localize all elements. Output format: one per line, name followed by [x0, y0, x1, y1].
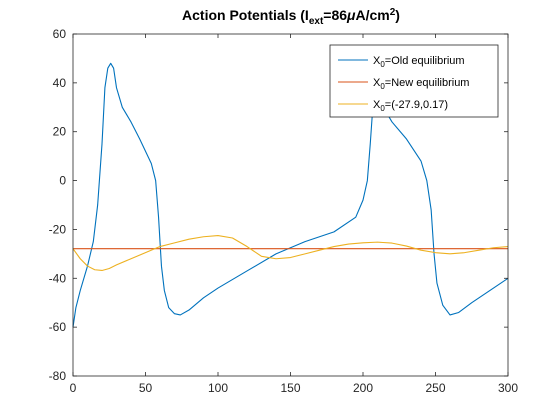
series-line-1: [72, 62, 509, 328]
ticks-layer: 0 50 100 150 200 250 300 -80 -60 -40 -20 0 20 40 60: [49, 27, 519, 395]
chart-title: Action Potentials (Iext=86μA/cm2): [182, 7, 400, 27]
y-tick-label: -80: [49, 369, 67, 383]
y-tick-label: 20: [53, 125, 67, 139]
y-tick-label: 0: [59, 174, 66, 188]
y-tick-label: -40: [49, 271, 67, 285]
x-tick-label: 0: [70, 381, 77, 395]
legend-label-2: X0=New equilibrium: [373, 77, 469, 91]
x-tick-label: 200: [353, 381, 373, 395]
y-tick-label: 40: [53, 76, 67, 90]
y-tick-label: 60: [53, 27, 67, 41]
x-tick-label: 250: [425, 381, 445, 395]
legend-label-1: X0=Old equilibrium: [373, 55, 465, 69]
y-tick-label: -20: [49, 222, 67, 236]
series-layer: [72, 62, 509, 328]
x-tick-label: 100: [208, 381, 228, 395]
y-tick-label: -60: [49, 320, 67, 334]
legend: X0=Old equilibrium X0=New equilibrium X0=(…: [329, 44, 499, 118]
series-line-3: [72, 234, 509, 272]
legend-label-3: X0=(-27.9,0.17): [373, 99, 448, 113]
x-tick-label: 300: [498, 381, 518, 395]
x-tick-label: 50: [139, 381, 153, 395]
legend-box: [329, 44, 499, 118]
x-tick-label: 150: [280, 381, 300, 395]
